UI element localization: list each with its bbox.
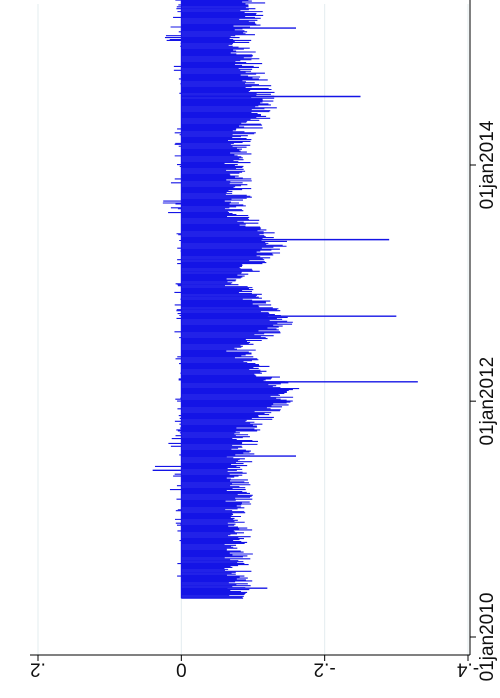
x-tick-label: 01jan2012 — [477, 357, 498, 446]
x-ticks: 01jan201001jan201201jan201401jan201601ja… — [470, 120, 498, 682]
bars-series — [152, 0, 418, 599]
axes: 01jan201001jan201201jan201401jan201601ja… — [30, 0, 498, 681]
y-tick-label: 0 — [176, 659, 187, 680]
y-tick-label: .2 — [30, 659, 46, 680]
y-tick-label: -.4 — [456, 659, 479, 680]
x-tick-label: 01jan2014 — [477, 120, 498, 209]
y-tick-label: -.2 — [314, 659, 336, 680]
y-ticks: .2 0 -.2 -.4 — [30, 655, 479, 680]
x-tick-label: 01jan2010 — [477, 593, 498, 682]
